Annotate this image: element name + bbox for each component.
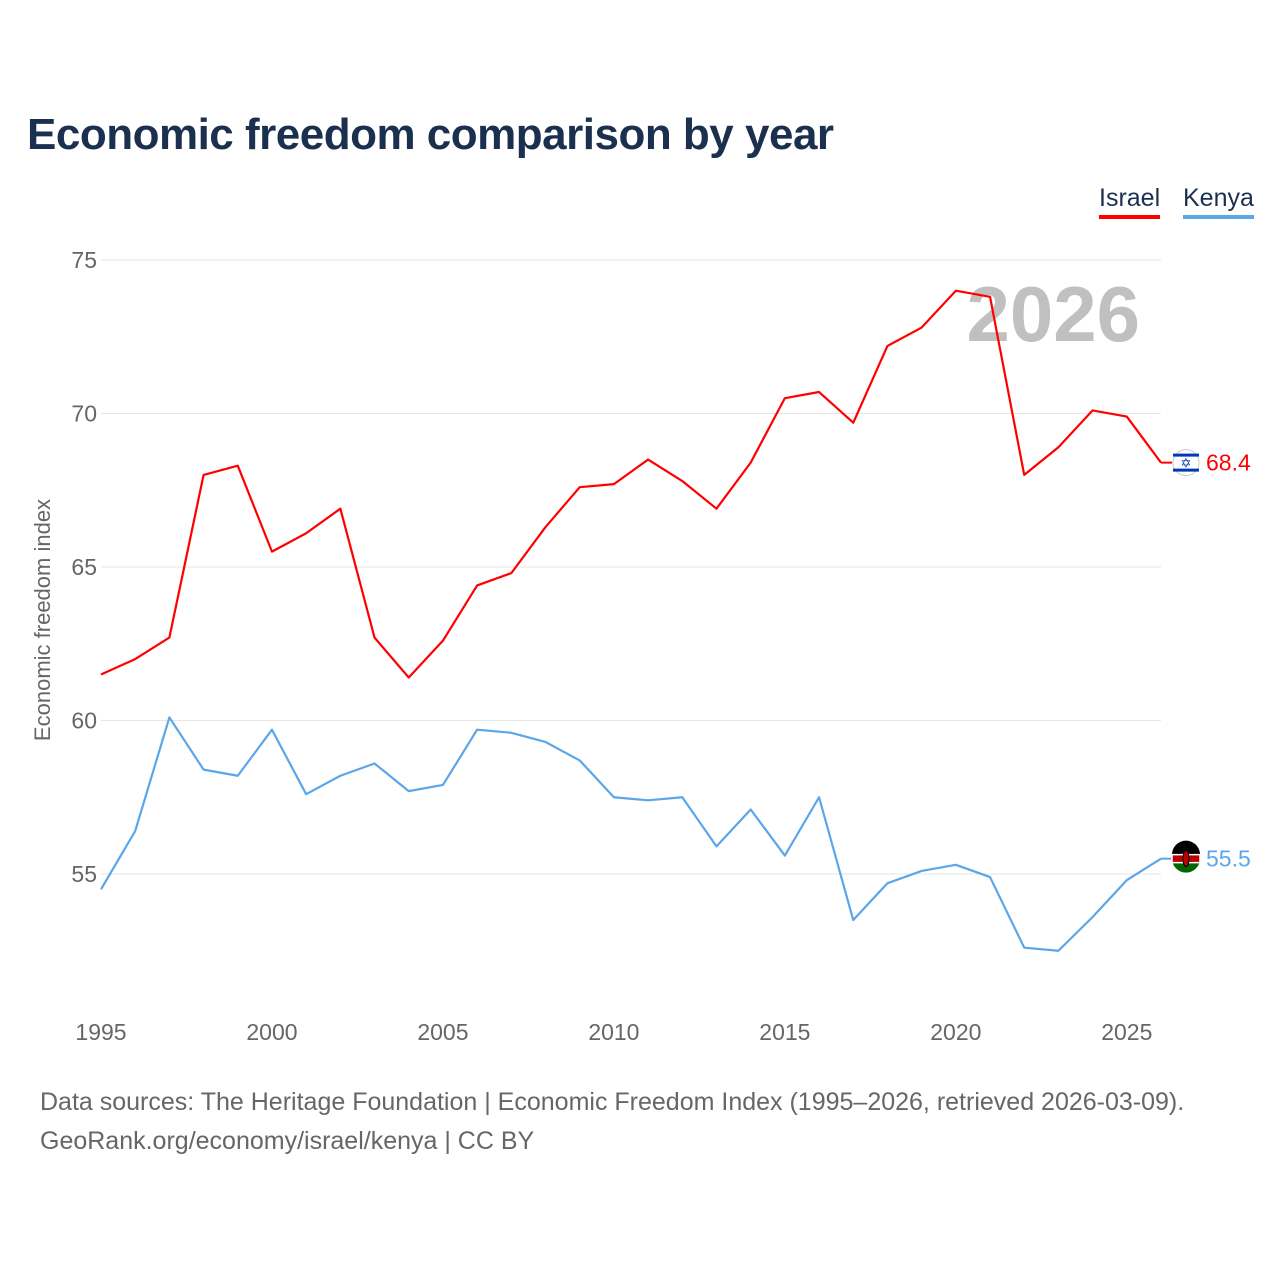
x-tick-label: 2025 [1101, 1019, 1152, 1045]
star-of-david-icon: ✡ [1181, 456, 1192, 471]
x-tick-label: 2000 [246, 1019, 297, 1045]
footer-sources: Data sources: The Heritage Foundation | … [40, 1088, 1185, 1116]
y-axis-label: Economic freedom index [30, 499, 55, 741]
legend-kenya[interactable]: Kenya [1183, 184, 1254, 219]
footer-credit[interactable]: GeoRank.org/economy/israel/kenya | CC BY [40, 1127, 535, 1155]
kenya-flag-black [1172, 840, 1200, 855]
x-tick-label: 2020 [930, 1019, 981, 1045]
x-tick-label: 2015 [759, 1019, 810, 1045]
end-value-label-israel: 68.4 [1206, 450, 1251, 476]
israel-flag-stripe [1173, 453, 1199, 457]
series-line-kenya [100, 716, 1162, 952]
y-tick-label: 55 [71, 861, 97, 887]
x-tick-label: 1995 [75, 1019, 126, 1045]
y-tick-label: 60 [71, 708, 97, 734]
series-line-israel [100, 289, 1162, 679]
israel-flag-stripe [1173, 468, 1199, 472]
x-tick-label: 2010 [588, 1019, 639, 1045]
x-tick-label: 2005 [417, 1019, 468, 1045]
chart-title: Economic freedom comparison by year [27, 110, 834, 159]
end-value-label-kenya: 55.5 [1206, 846, 1251, 872]
year-watermark: 2026 [966, 270, 1140, 358]
legend-israel[interactable]: Israel [1099, 184, 1161, 219]
y-tick-label: 75 [71, 247, 97, 273]
kenya-shield-icon [1182, 850, 1190, 868]
y-tick-label: 65 [71, 554, 97, 580]
y-tick-label: 70 [71, 401, 97, 427]
